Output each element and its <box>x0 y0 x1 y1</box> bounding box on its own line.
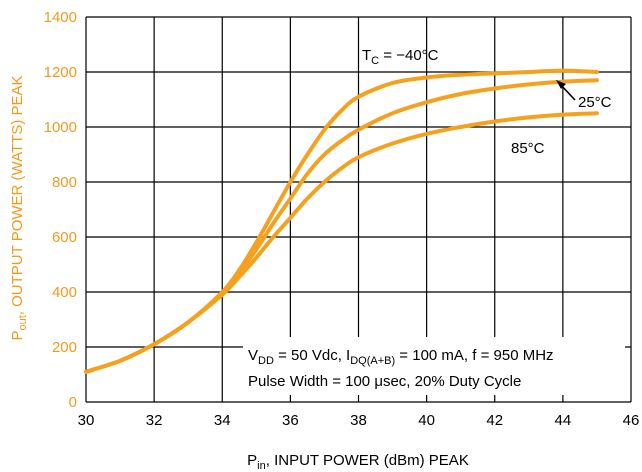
annotation-tc-minus40: TC = −40°C <box>362 47 439 67</box>
annotation-tc-sub: C <box>371 55 379 67</box>
series-line-25c <box>84 78 599 374</box>
y-axis-title-sub: out <box>17 315 29 330</box>
y-axis-title: Pout, OUTPUT POWER (WATTS) PEAK <box>9 75 29 340</box>
conditions-mid: = 50 Vdc, I <box>274 347 350 364</box>
x-tick-label: 40 <box>418 412 435 429</box>
x-tick-label: 30 <box>78 412 95 429</box>
grid-lines <box>85 16 632 403</box>
series-line-minus40c <box>84 68 599 374</box>
conditions-vdd: V <box>248 347 258 364</box>
y-axis-title-main: P <box>9 331 26 341</box>
x-tick-labels: 30 32 34 36 38 40 42 44 46 <box>78 412 640 429</box>
y-axis-title-rest: , OUTPUT POWER (WATTS) PEAK <box>9 75 26 315</box>
y-tick-label: 1400 <box>44 9 77 26</box>
x-axis-title-main: P <box>247 452 257 469</box>
annotation-25c: 25°C <box>578 94 612 111</box>
annotation-85c: 85°C <box>511 140 545 157</box>
y-tick-label: 0 <box>69 394 77 411</box>
conditions-idq-sub: DQ(A+B) <box>350 355 395 367</box>
y-tick-label: 1200 <box>44 64 77 81</box>
y-tick-label: 400 <box>52 284 77 301</box>
annotation-tc-main: T <box>362 47 371 64</box>
y-tick-labels: 0 200 400 600 800 1000 1200 1400 <box>44 9 77 411</box>
x-tick-label: 38 <box>350 412 367 429</box>
annotation-tc-rest: = −40°C <box>379 47 439 64</box>
x-tick-label: 46 <box>623 412 640 429</box>
x-tick-label: 44 <box>555 412 572 429</box>
conditions-line-2: Pulse Width = 100 μsec, 20% Duty Cycle <box>248 373 521 390</box>
series-line-85c <box>84 111 599 374</box>
y-tick-label: 800 <box>52 174 77 191</box>
y-tick-label: 200 <box>52 339 77 356</box>
conditions-vdd-sub: DD <box>258 355 274 367</box>
annotation-25c-arrowhead <box>556 80 566 89</box>
x-axis-title-sub: in <box>257 460 266 472</box>
curves <box>84 68 599 374</box>
conditions-end: = 100 mA, f = 950 MHz <box>395 347 553 364</box>
x-tick-label: 34 <box>214 412 231 429</box>
x-tick-label: 42 <box>486 412 503 429</box>
x-tick-label: 36 <box>282 412 299 429</box>
y-tick-label: 600 <box>52 229 77 246</box>
x-tick-label: 32 <box>146 412 163 429</box>
x-axis-title-rest: , INPUT POWER (dBm) PEAK <box>266 452 469 469</box>
conditions-box-bg <box>243 337 625 395</box>
y-tick-label: 1000 <box>44 119 77 136</box>
conditions-line-1: VDD = 50 Vdc, IDQ(A+B) = 100 mA, f = 950… <box>248 347 554 367</box>
x-axis-title: Pin, INPUT POWER (dBm) PEAK <box>247 452 469 472</box>
